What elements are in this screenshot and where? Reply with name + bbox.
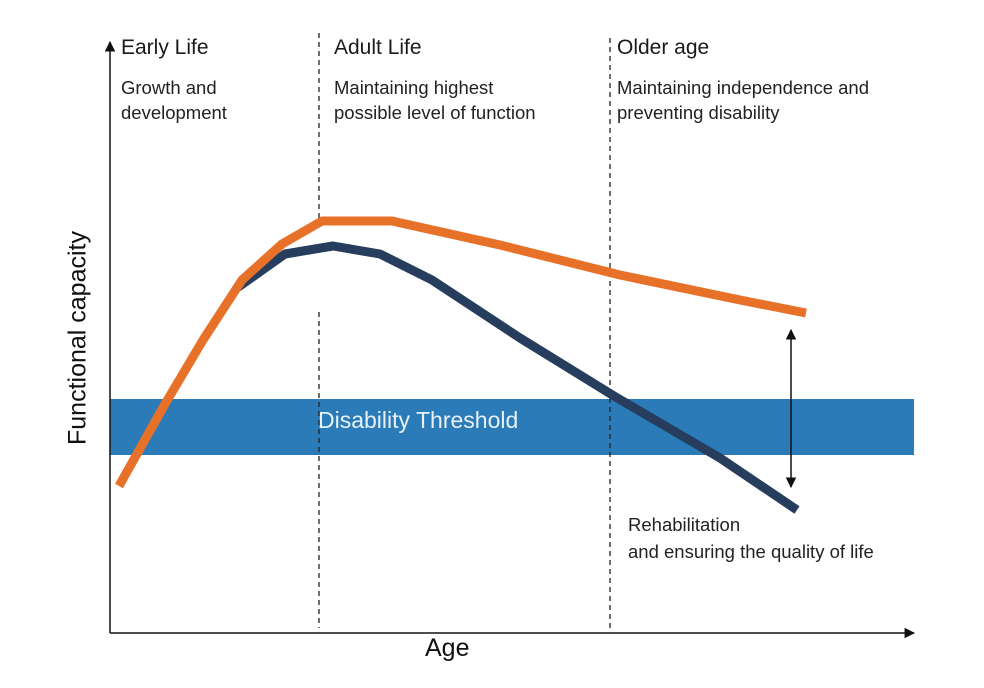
upper-capacity-curve <box>115 216 807 489</box>
disability-threshold-label: Disability Threshold <box>318 407 519 433</box>
phase-older-age-description: Maintaining independence and preventing … <box>617 77 870 123</box>
phase-older-age-title: Older age <box>617 36 710 59</box>
rehabilitation-note: Rehabilitation and ensuring the quality … <box>628 514 874 562</box>
phase-adult-life-title: Adult Life <box>334 36 422 59</box>
phase-early-life-title: Early Life <box>121 36 209 59</box>
disability-threshold-band <box>110 399 914 455</box>
phase-adult-life-description: Maintaining highest possible level of fu… <box>334 77 536 123</box>
lower-capacity-curve <box>234 241 800 514</box>
x-axis-label: Age <box>425 634 470 662</box>
phase-early-life-description: Growth and development <box>121 77 227 123</box>
y-axis-label: Functional capacity <box>63 230 92 446</box>
